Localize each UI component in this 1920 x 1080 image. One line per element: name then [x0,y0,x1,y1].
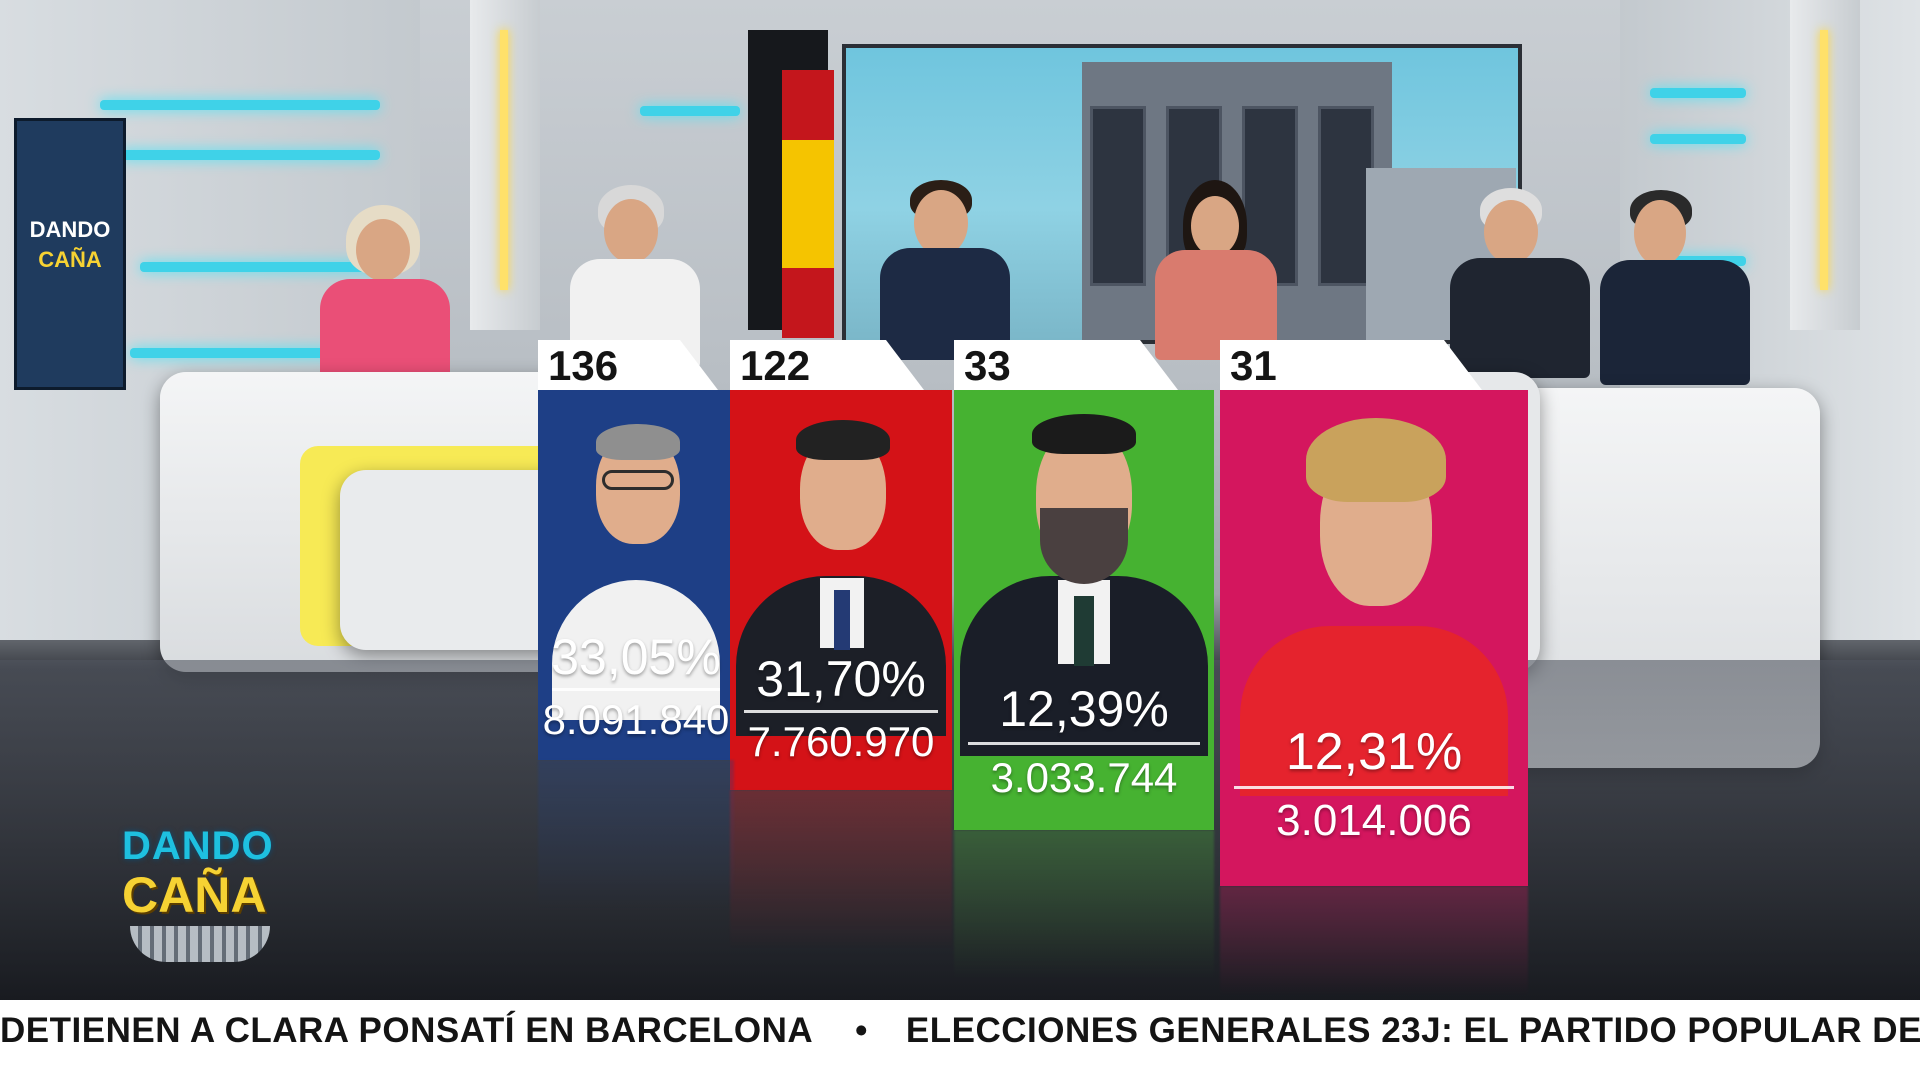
seats-count: 136 [538,340,718,390]
candidate-card: 33,05% 8.091.840 [538,390,734,760]
channel-logo-line1: DANDO [122,824,274,868]
pillar [470,0,540,330]
divider [744,710,938,713]
party-result-4: 31 12,31% 3.014.006 [1220,340,1528,900]
candidate-card: 12,31% 3.014.006 [1220,390,1528,886]
party-result-3: 33 12,39% 3.033.744 [954,340,1214,840]
neon-strip [1650,134,1746,144]
studio-logo-board: DANDO CAÑA [14,118,126,390]
channel-logo: DANDO CAÑA [96,808,296,978]
divider [968,742,1200,745]
vote-count: 7.760.970 [747,718,935,765]
party-result-1: 136 33,05% 8.091.840 [538,340,734,760]
card-reflection [538,760,734,910]
card-reflection [730,790,952,950]
logo-parliament-icon [130,926,270,962]
candidate-card: 12,39% 3.033.744 [954,390,1214,830]
neon-strip [140,262,380,272]
seats-count: 122 [730,340,924,390]
divider [1234,786,1514,789]
ticker-separator: • [855,1011,868,1050]
spanish-flag [782,70,834,338]
vote-percentage: 33,05% [551,629,721,685]
vote-count: 3.014.006 [1276,796,1472,845]
studio-logo-line1: DANDO [29,217,111,242]
ticker-item: DETIENEN A CLARA PONSATÍ EN BARCELONA [0,1011,814,1050]
vote-percentage: 12,39% [999,681,1169,737]
card-reflection [1220,886,1528,996]
neon-strip [120,150,380,160]
party-result-2: 122 31,70% 7.760.970 [730,340,952,790]
vote-percentage: 31,70% [756,651,926,707]
card-reflection [954,830,1214,980]
ticker-track: DETIENEN A CLARA PONSATÍ EN BARCELONA • EL… [0,1000,1920,1062]
neon-strip [1650,88,1746,98]
vote-percentage: 12,31% [1285,723,1463,781]
pillar [1790,0,1860,330]
channel-logo-line2: CAÑA [122,867,267,923]
vote-count: 8.091.840 [542,696,730,743]
seats-count: 31 [1220,340,1482,390]
neon-strip [130,348,380,358]
neon-strip [640,106,740,116]
candidate-card: 31,70% 7.760.970 [730,390,952,790]
ticker-item: ELECCIONES GENERALES 23J: EL PARTIDO POP… [905,1011,1920,1050]
seats-count: 33 [954,340,1178,390]
divider [552,688,720,691]
news-ticker: DETIENEN A CLARA PONSATÍ EN BARCELONA • EL… [0,1000,1920,1080]
vote-count: 3.033.744 [990,754,1178,801]
neon-strip [100,100,380,110]
studio-logo-line2: CAÑA [38,247,102,272]
